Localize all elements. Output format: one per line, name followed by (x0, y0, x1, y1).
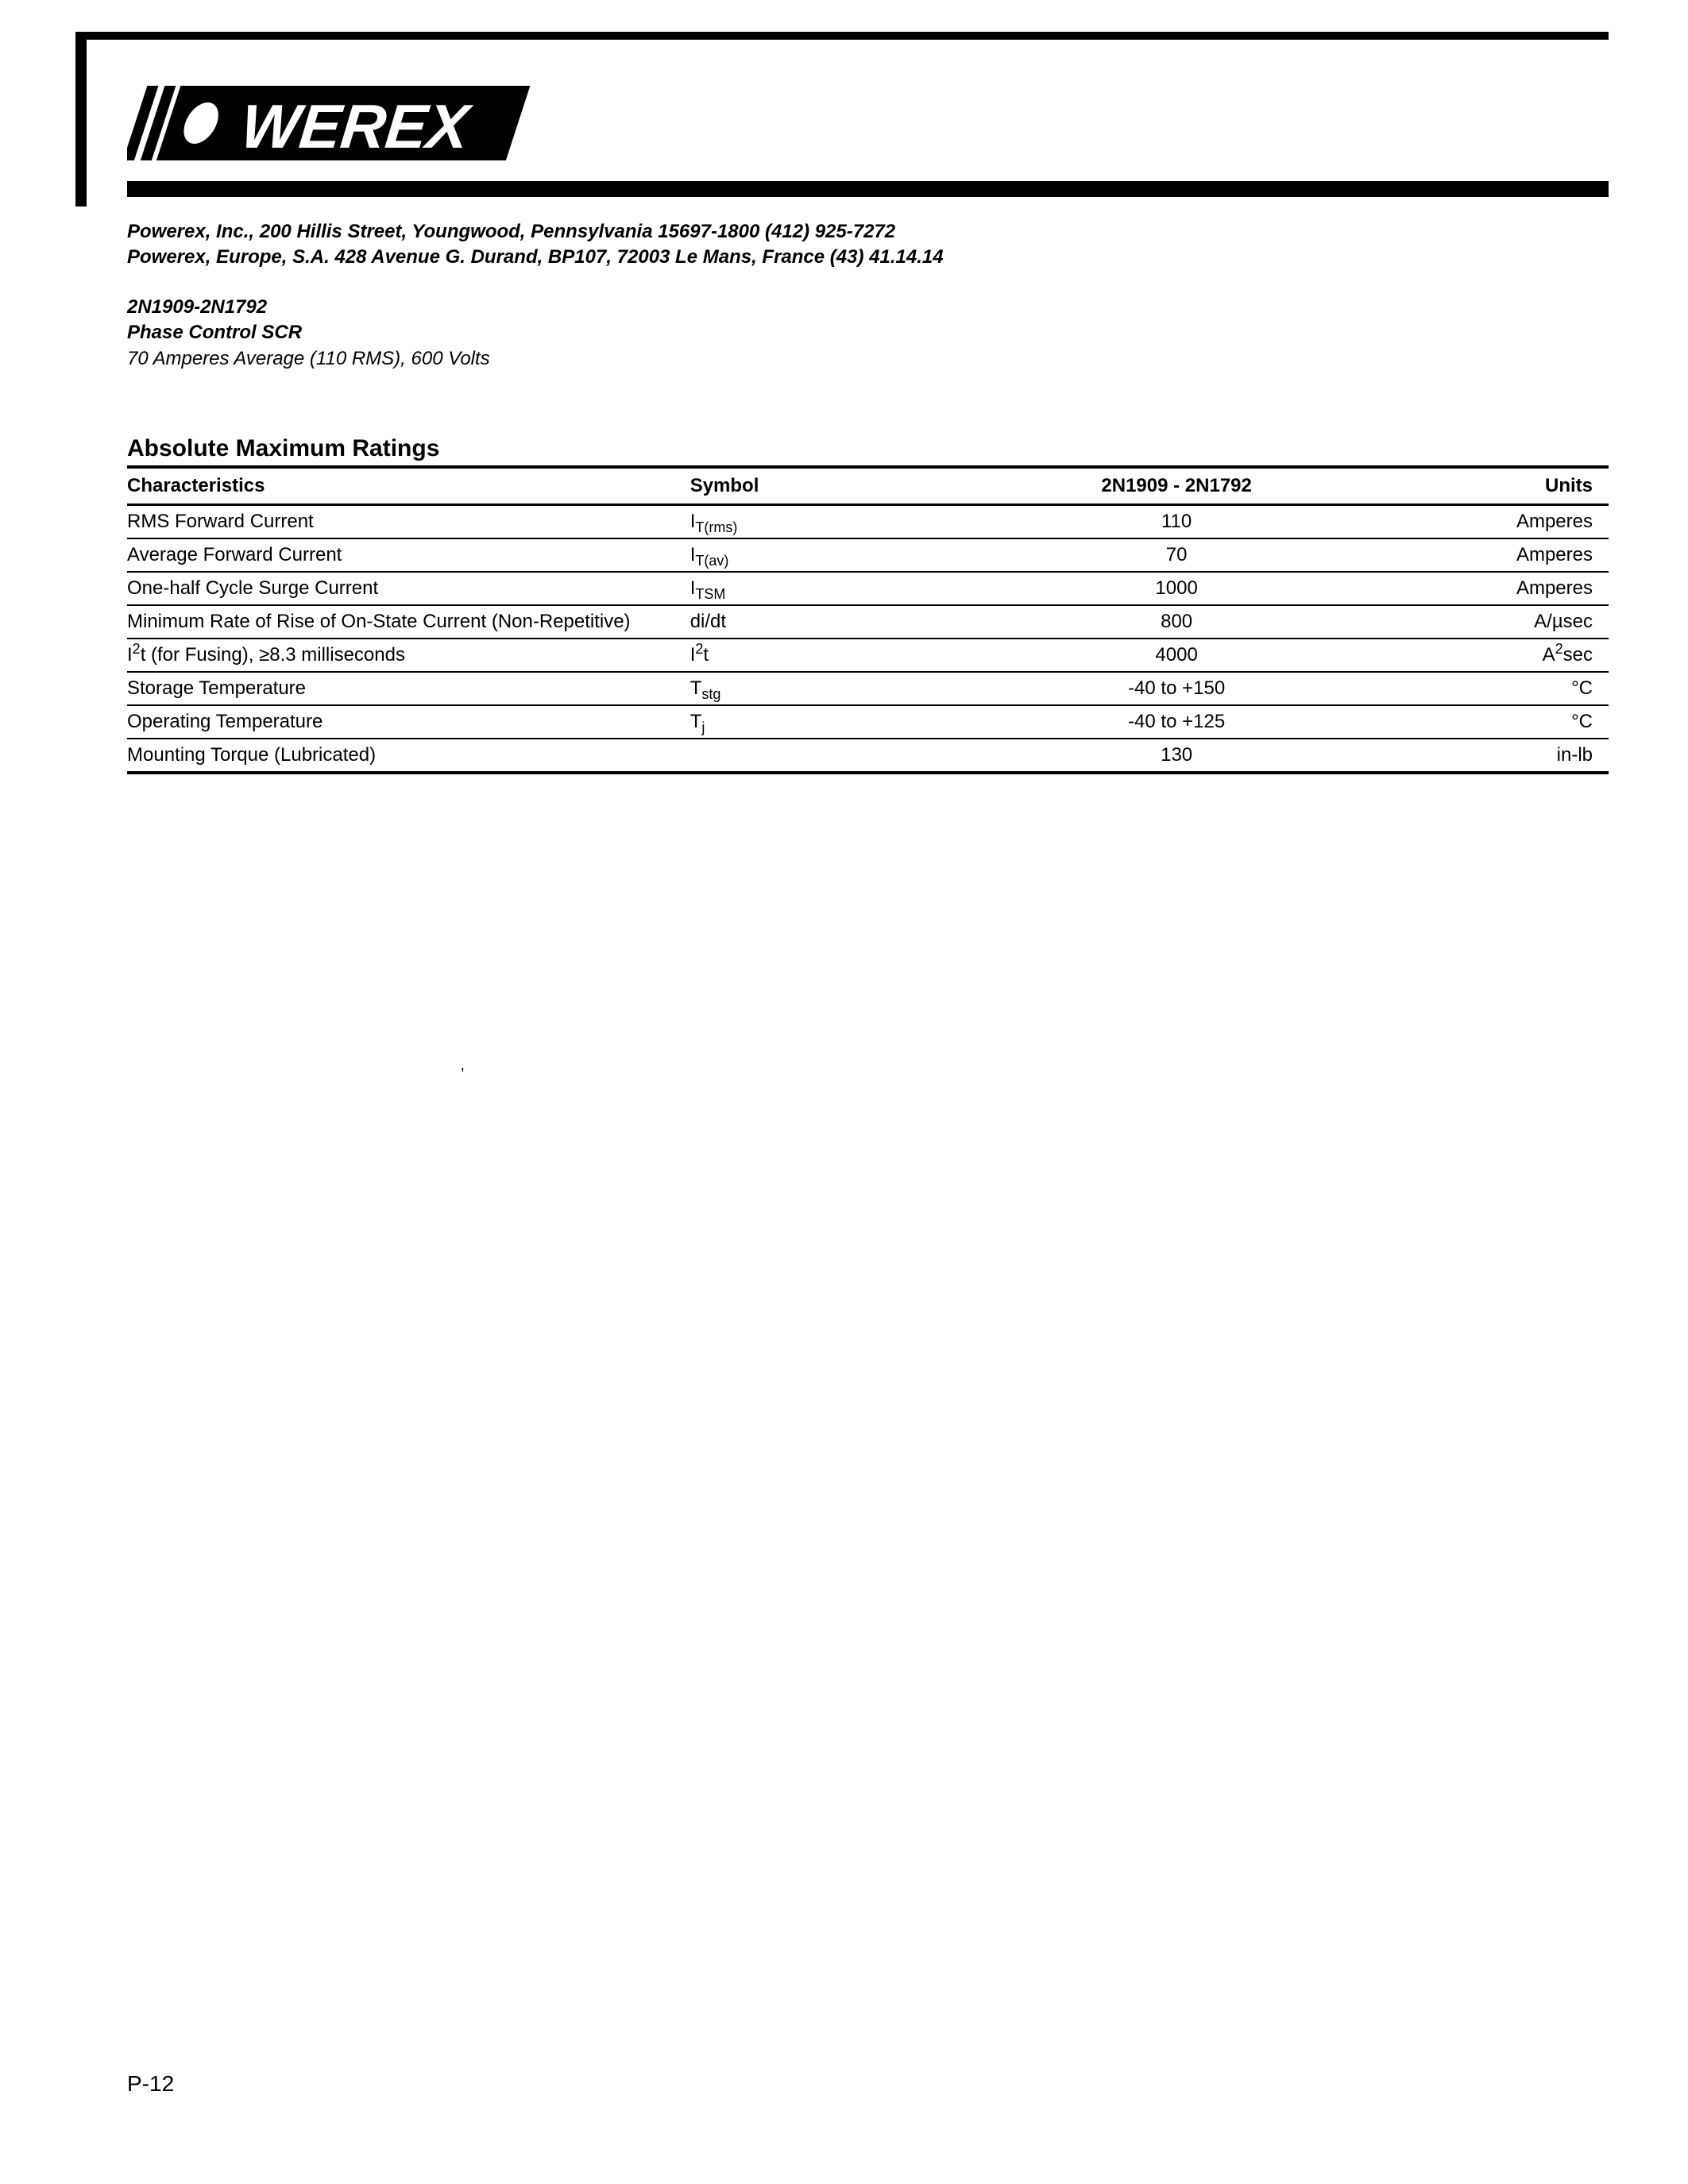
table-row: RMS Forward CurrentIT(rms)110Amperes (127, 504, 1609, 538)
datasheet-page: WEREX Powerex, Inc., 200 Hillis Street, … (0, 0, 1688, 2184)
table-row: Mounting Torque (Lubricated) 130in-lb (127, 739, 1609, 773)
table-row: I2t (for Fusing), ≥8.3 millisecondsI2t40… (127, 639, 1609, 672)
product-name: Phase Control SCR (127, 320, 1609, 345)
cell-value: 110 (956, 504, 1401, 538)
section-title: Absolute Maximum Ratings (127, 435, 1609, 462)
col-header-symbol: Symbol (690, 467, 957, 505)
cell-units: °C (1401, 672, 1609, 705)
absolute-maximum-ratings-table: Characteristics Symbol 2N1909 - 2N1792 U… (127, 465, 1609, 774)
cell-units: A2sec (1401, 639, 1609, 672)
cell-characteristic: RMS Forward Current (127, 504, 690, 538)
cell-characteristic: Mounting Torque (Lubricated) (127, 739, 690, 773)
cell-value: 800 (956, 605, 1401, 639)
svg-text:WEREX: WEREX (238, 91, 476, 161)
cell-characteristic: Minimum Rate of Rise of On-State Current… (127, 605, 690, 639)
cell-symbol: Tj (690, 705, 957, 739)
page-number: P-12 (127, 2071, 174, 2097)
top-rule (75, 32, 1609, 40)
cell-value: -40 to +125 (956, 705, 1401, 739)
company-addresses: Powerex, Inc., 200 Hillis Street, Youngw… (127, 219, 1609, 271)
table-row: Minimum Rate of Rise of On-State Current… (127, 605, 1609, 639)
cell-units: Amperes (1401, 504, 1609, 538)
product-identifier: 2N1909-2N1792 Phase Control SCR 70 Amper… (127, 295, 1609, 372)
cell-symbol (690, 739, 957, 773)
product-rating-summary: 70 Amperes Average (110 RMS), 600 Volts (127, 346, 1609, 372)
cell-units: in-lb (1401, 739, 1609, 773)
cell-symbol: IT(rms) (690, 504, 957, 538)
cell-value: 4000 (956, 639, 1401, 672)
cell-characteristic: Storage Temperature (127, 672, 690, 705)
cell-characteristic: Operating Temperature (127, 705, 690, 739)
cell-characteristic: Average Forward Current (127, 538, 690, 572)
cell-value: 70 (956, 538, 1401, 572)
logo-underline-bar (127, 181, 1609, 197)
col-header-characteristics: Characteristics (127, 467, 690, 505)
cell-value: -40 to +150 (956, 672, 1401, 705)
table-row: Operating TemperatureTj-40 to +125°C (127, 705, 1609, 739)
address-line-us: Powerex, Inc., 200 Hillis Street, Youngw… (127, 219, 1609, 245)
cell-units: Amperes (1401, 538, 1609, 572)
stray-mark: ‚ (461, 1056, 464, 1075)
cell-symbol: di/dt (690, 605, 957, 639)
cell-value: 1000 (956, 572, 1401, 605)
cell-symbol: ITSM (690, 572, 957, 605)
col-header-units: Units (1401, 467, 1609, 505)
cell-symbol: IT(av) (690, 538, 957, 572)
cell-characteristic: One-half Cycle Surge Current (127, 572, 690, 605)
table-row: Average Forward CurrentIT(av)70Amperes (127, 538, 1609, 572)
table-row: Storage TemperatureTstg-40 to +150°C (127, 672, 1609, 705)
table-row: One-half Cycle Surge CurrentITSM1000Ampe… (127, 572, 1609, 605)
cell-characteristic: I2t (for Fusing), ≥8.3 milliseconds (127, 639, 690, 672)
table-header-row: Characteristics Symbol 2N1909 - 2N1792 U… (127, 467, 1609, 505)
table-body: RMS Forward CurrentIT(rms)110AmperesAver… (127, 504, 1609, 773)
product-part-numbers: 2N1909-2N1792 (127, 295, 1609, 320)
company-logo: WEREX (127, 79, 1609, 167)
powerex-logo-icon: WEREX (127, 79, 540, 167)
cell-units: Amperes (1401, 572, 1609, 605)
cell-value: 130 (956, 739, 1401, 773)
cell-symbol: I2t (690, 639, 957, 672)
left-rule (75, 32, 87, 206)
cell-units: A/µsec (1401, 605, 1609, 639)
cell-units: °C (1401, 705, 1609, 739)
cell-symbol: Tstg (690, 672, 957, 705)
col-header-value: 2N1909 - 2N1792 (956, 467, 1401, 505)
address-line-eu: Powerex, Europe, S.A. 428 Avenue G. Dura… (127, 245, 1609, 270)
